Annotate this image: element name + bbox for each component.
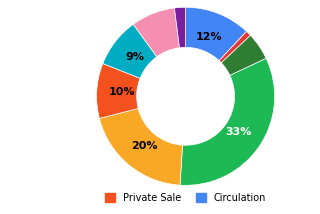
Wedge shape bbox=[103, 24, 157, 78]
Legend: Private Sale, Circulation: Private Sale, Circulation bbox=[104, 191, 268, 205]
Text: 12%: 12% bbox=[196, 32, 222, 42]
Wedge shape bbox=[219, 31, 251, 63]
Wedge shape bbox=[186, 7, 246, 61]
Text: 33%: 33% bbox=[225, 127, 252, 137]
Wedge shape bbox=[133, 8, 180, 57]
Wedge shape bbox=[180, 58, 275, 185]
Wedge shape bbox=[100, 108, 182, 185]
Wedge shape bbox=[174, 7, 186, 48]
Text: 9%: 9% bbox=[125, 52, 144, 62]
Wedge shape bbox=[221, 35, 266, 76]
Wedge shape bbox=[97, 64, 140, 118]
Text: 10%: 10% bbox=[108, 87, 135, 97]
Text: 20%: 20% bbox=[132, 141, 158, 151]
